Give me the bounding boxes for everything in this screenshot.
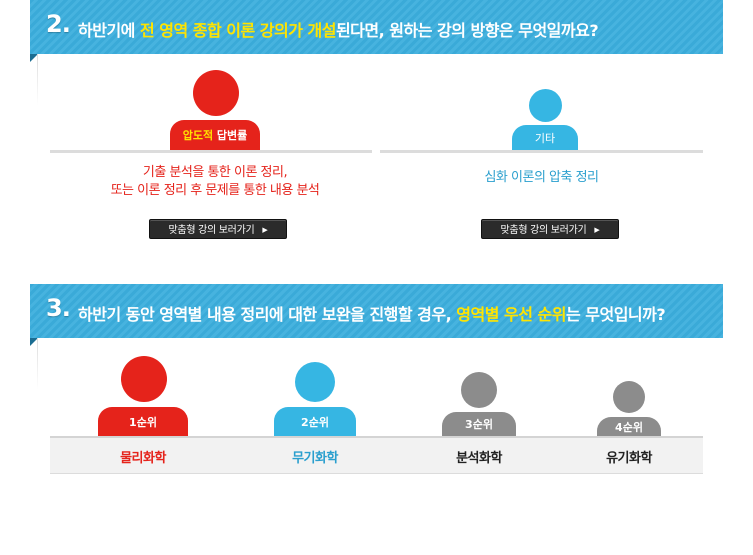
option2-badge: 기타 (512, 125, 578, 150)
rank1-subject: 물리화학 (120, 451, 166, 466)
option1-desc-line2: 또는 이론 정리 후 문제를 통한 내용 분석 (110, 183, 320, 198)
option1-view-course-button[interactable]: 맞춤형 강의 보러가기 ▶ (149, 219, 287, 239)
option2-button-label: 맞춤형 강의 보러가기 (500, 225, 587, 236)
section2-title-suffix: 된다면, 원하는 강의 방향은 무엇일까요? (335, 21, 599, 40)
option1-badge-highlight: 압도적 (182, 129, 214, 142)
rank-subject-strip (50, 436, 703, 474)
rank3-subject: 분석화학 (456, 451, 502, 466)
option1-badge-label: 답변률 (213, 129, 248, 142)
rank2-person-icon: 2순위 (274, 362, 356, 436)
rank3-badge: 3순위 (442, 412, 516, 436)
section2-title-prefix: 하반기에 (78, 21, 140, 40)
option2-view-course-button[interactable]: 맞춤형 강의 보러가기 ▶ (481, 219, 619, 239)
section3-title-suffix: 는 무엇입니까? (565, 305, 666, 324)
section2-title-highlight: 전 영역 종합 이론 강의가 개설 (139, 21, 337, 40)
section2-banner: 2. 하반기에 전 영역 종합 이론 강의가 개설된다면, 원하는 강의 방향은… (30, 0, 723, 106)
rank1-person-icon: 1순위 (98, 356, 188, 436)
rank1-badge: 1순위 (98, 407, 188, 436)
section3-question: 하반기 동안 영역별 내용 정리에 대한 보완을 진행할 경우, 영역별 우선 … (78, 301, 666, 325)
banner-fold (30, 54, 38, 62)
rank4-badge: 4순위 (597, 417, 661, 436)
rank3-person-icon: 3순위 (442, 372, 516, 436)
option1-button-label: 맞춤형 강의 보러가기 (168, 225, 255, 236)
section3-banner: 3. 하반기 동안 영역별 내용 정리에 대한 보완을 진행할 경우, 영역별 … (30, 284, 723, 390)
option1-description: 기출 분석을 통한 이론 정리, 또는 이론 정리 후 문제를 통한 내용 분석 (50, 164, 380, 200)
banner-shadow-line (37, 338, 38, 390)
triangle-right-icon: ▶ (594, 226, 600, 234)
banner-shadow-line (37, 54, 38, 106)
rank4-subject: 유기화학 (606, 451, 652, 466)
rank2-badge: 2순위 (274, 407, 356, 436)
option1-desc-line1: 기출 분석을 통한 이론 정리, (142, 165, 288, 180)
option2-divider (380, 150, 703, 153)
section2-number: 2. (46, 10, 71, 38)
section3-title-highlight: 영역별 우선 순위 (456, 305, 566, 324)
banner-fold (30, 338, 38, 346)
section2-question: 하반기에 전 영역 종합 이론 강의가 개설된다면, 원하는 강의 방향은 무엇… (78, 17, 599, 41)
option2-description: 심화 이론의 압축 정리 (484, 170, 599, 185)
section3-title-prefix: 하반기 동안 영역별 내용 정리에 대한 보완을 진행할 경우, (78, 305, 457, 324)
option1-divider (50, 150, 372, 153)
triangle-right-icon: ▶ (262, 226, 268, 234)
option2-person-icon: 기타 (512, 89, 578, 150)
section3-number: 3. (46, 294, 71, 322)
rank2-subject: 무기화학 (292, 451, 338, 466)
rank4-person-icon: 4순위 (597, 381, 661, 436)
option1-person-icon: 압도적 답변률 (170, 70, 260, 150)
option1-badge: 압도적 답변률 (170, 120, 260, 150)
